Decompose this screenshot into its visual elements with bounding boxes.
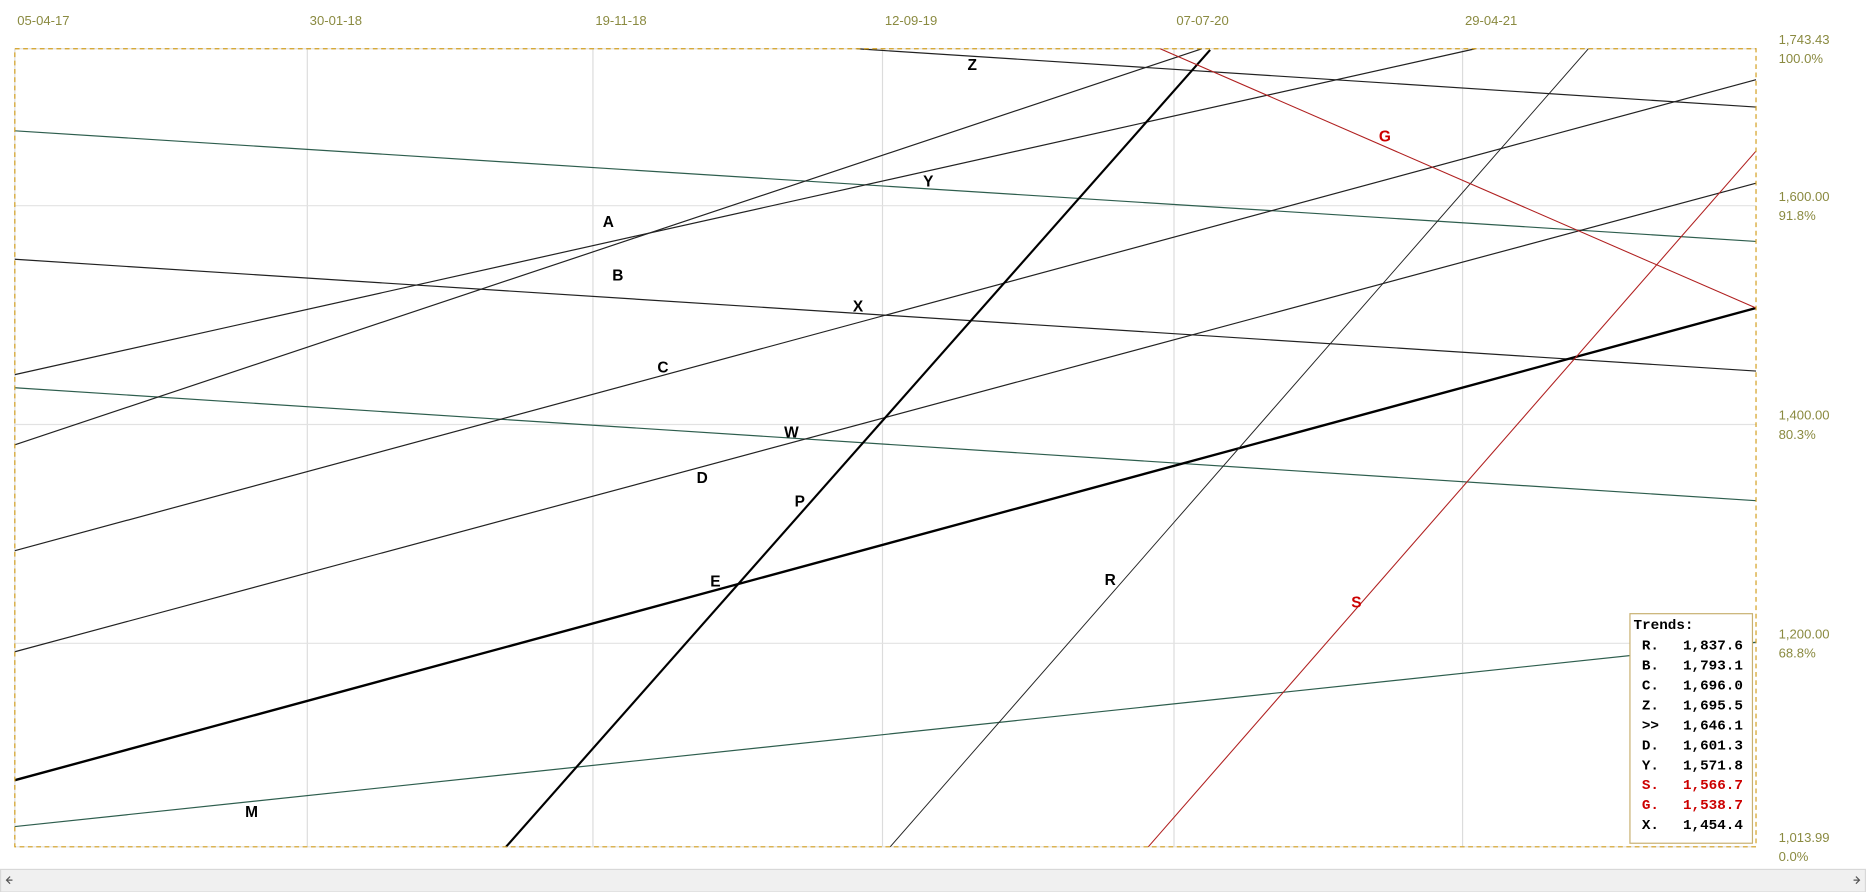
trend-name: X. bbox=[1642, 818, 1659, 834]
annotation-label: E bbox=[710, 573, 720, 590]
trend-value: 1,571.8 bbox=[1683, 758, 1743, 774]
trend-value: 1,454.4 bbox=[1683, 818, 1743, 834]
trend-name: C. bbox=[1642, 678, 1659, 694]
trend-value: 1,696.0 bbox=[1683, 678, 1743, 694]
x-tick-label: 29-04-21 bbox=[1465, 13, 1517, 28]
trend-line bbox=[1147, 150, 1757, 848]
trend-name: B. bbox=[1642, 658, 1659, 674]
trend-value: 1,566.7 bbox=[1683, 778, 1743, 794]
trend-value: 1,646.1 bbox=[1683, 718, 1743, 734]
x-tick-label: 30-01-18 bbox=[310, 13, 362, 28]
y-percent-label: 80.3% bbox=[1779, 427, 1816, 442]
trend-name: G. bbox=[1642, 798, 1659, 814]
trend-name: Z. bbox=[1642, 698, 1659, 714]
trend-name: Y. bbox=[1642, 758, 1659, 774]
trend-line bbox=[14, 79, 1757, 552]
trend-name: S. bbox=[1642, 778, 1659, 794]
annotation-label: M bbox=[245, 804, 258, 821]
trend-value: 1,601.3 bbox=[1683, 738, 1743, 754]
trend-line bbox=[14, 130, 1757, 243]
trend-lines bbox=[14, 48, 1757, 848]
annotation-label: P bbox=[795, 494, 805, 511]
y-tick-label: 1,400.00 bbox=[1779, 408, 1830, 423]
annotation-label: D bbox=[697, 470, 708, 487]
x-tick-label: 19-11-18 bbox=[595, 13, 646, 28]
scroll-right[interactable] bbox=[1853, 876, 1861, 885]
trend-line bbox=[889, 48, 1589, 848]
x-tick-label: 05-04-17 bbox=[17, 13, 69, 28]
annotation-label: X bbox=[853, 299, 864, 316]
annotation-label: Y bbox=[923, 174, 934, 191]
trend-line bbox=[14, 387, 1757, 502]
trend-name: R. bbox=[1642, 638, 1659, 654]
y-tick-label: 1,743.43 bbox=[1779, 32, 1830, 47]
labels: 05-04-17 30-01-18 19-11-18 12-09-19 07-07-20… bbox=[17, 13, 1829, 864]
x-tick-label: 07-07-20 bbox=[1176, 13, 1228, 28]
y-percent-label: 100.0% bbox=[1779, 51, 1824, 66]
trend-name: >> bbox=[1642, 718, 1659, 734]
trend-value: 1,695.5 bbox=[1683, 698, 1743, 714]
trends-title: Trends: bbox=[1634, 618, 1694, 634]
y-percent-label: 91.8% bbox=[1779, 208, 1816, 223]
annotation-label: R bbox=[1105, 572, 1116, 589]
annotation-label: B bbox=[612, 268, 623, 285]
y-percent-label: 68.8% bbox=[1779, 646, 1816, 661]
trend-line bbox=[14, 306, 1757, 782]
scroll-track bbox=[0, 868, 1866, 892]
x-tick-label: 12-09-19 bbox=[885, 13, 937, 28]
scrollbar[interactable] bbox=[0, 868, 1866, 892]
trend-line bbox=[856, 48, 1757, 108]
annotation-label: C bbox=[657, 359, 668, 376]
plot-frame bbox=[14, 48, 1757, 848]
trend-value: 1,793.1 bbox=[1683, 658, 1743, 674]
y-tick-label: 1,200.00 bbox=[1779, 627, 1830, 642]
y-tick-label: 1,013.99 bbox=[1779, 830, 1830, 845]
y-tick-label: 1,600.00 bbox=[1779, 189, 1830, 204]
trends-box: Trends: R. 1,837.6 B. 1,793.1 C. 1,696.0 Z. 1,69… bbox=[1629, 613, 1754, 844]
trends-panel bbox=[1629, 613, 1754, 844]
annotation-label: W bbox=[784, 425, 799, 442]
trend-value: 1,538.7 bbox=[1683, 798, 1743, 814]
trend-line bbox=[14, 48, 1202, 446]
trend-line bbox=[505, 49, 1211, 848]
trend-name: D. bbox=[1642, 738, 1659, 754]
annotation-label: G bbox=[1379, 129, 1391, 146]
y-percent-label: 0.0% bbox=[1779, 849, 1809, 864]
annotation-label: S bbox=[1351, 595, 1361, 612]
annotation-label: Z bbox=[968, 57, 977, 74]
trend-line bbox=[14, 48, 1476, 376]
annotation-label: A bbox=[603, 214, 614, 231]
trend-line bbox=[14, 641, 1757, 828]
trend-value: 1,837.6 bbox=[1683, 638, 1743, 654]
scroll-left[interactable] bbox=[5, 876, 13, 885]
